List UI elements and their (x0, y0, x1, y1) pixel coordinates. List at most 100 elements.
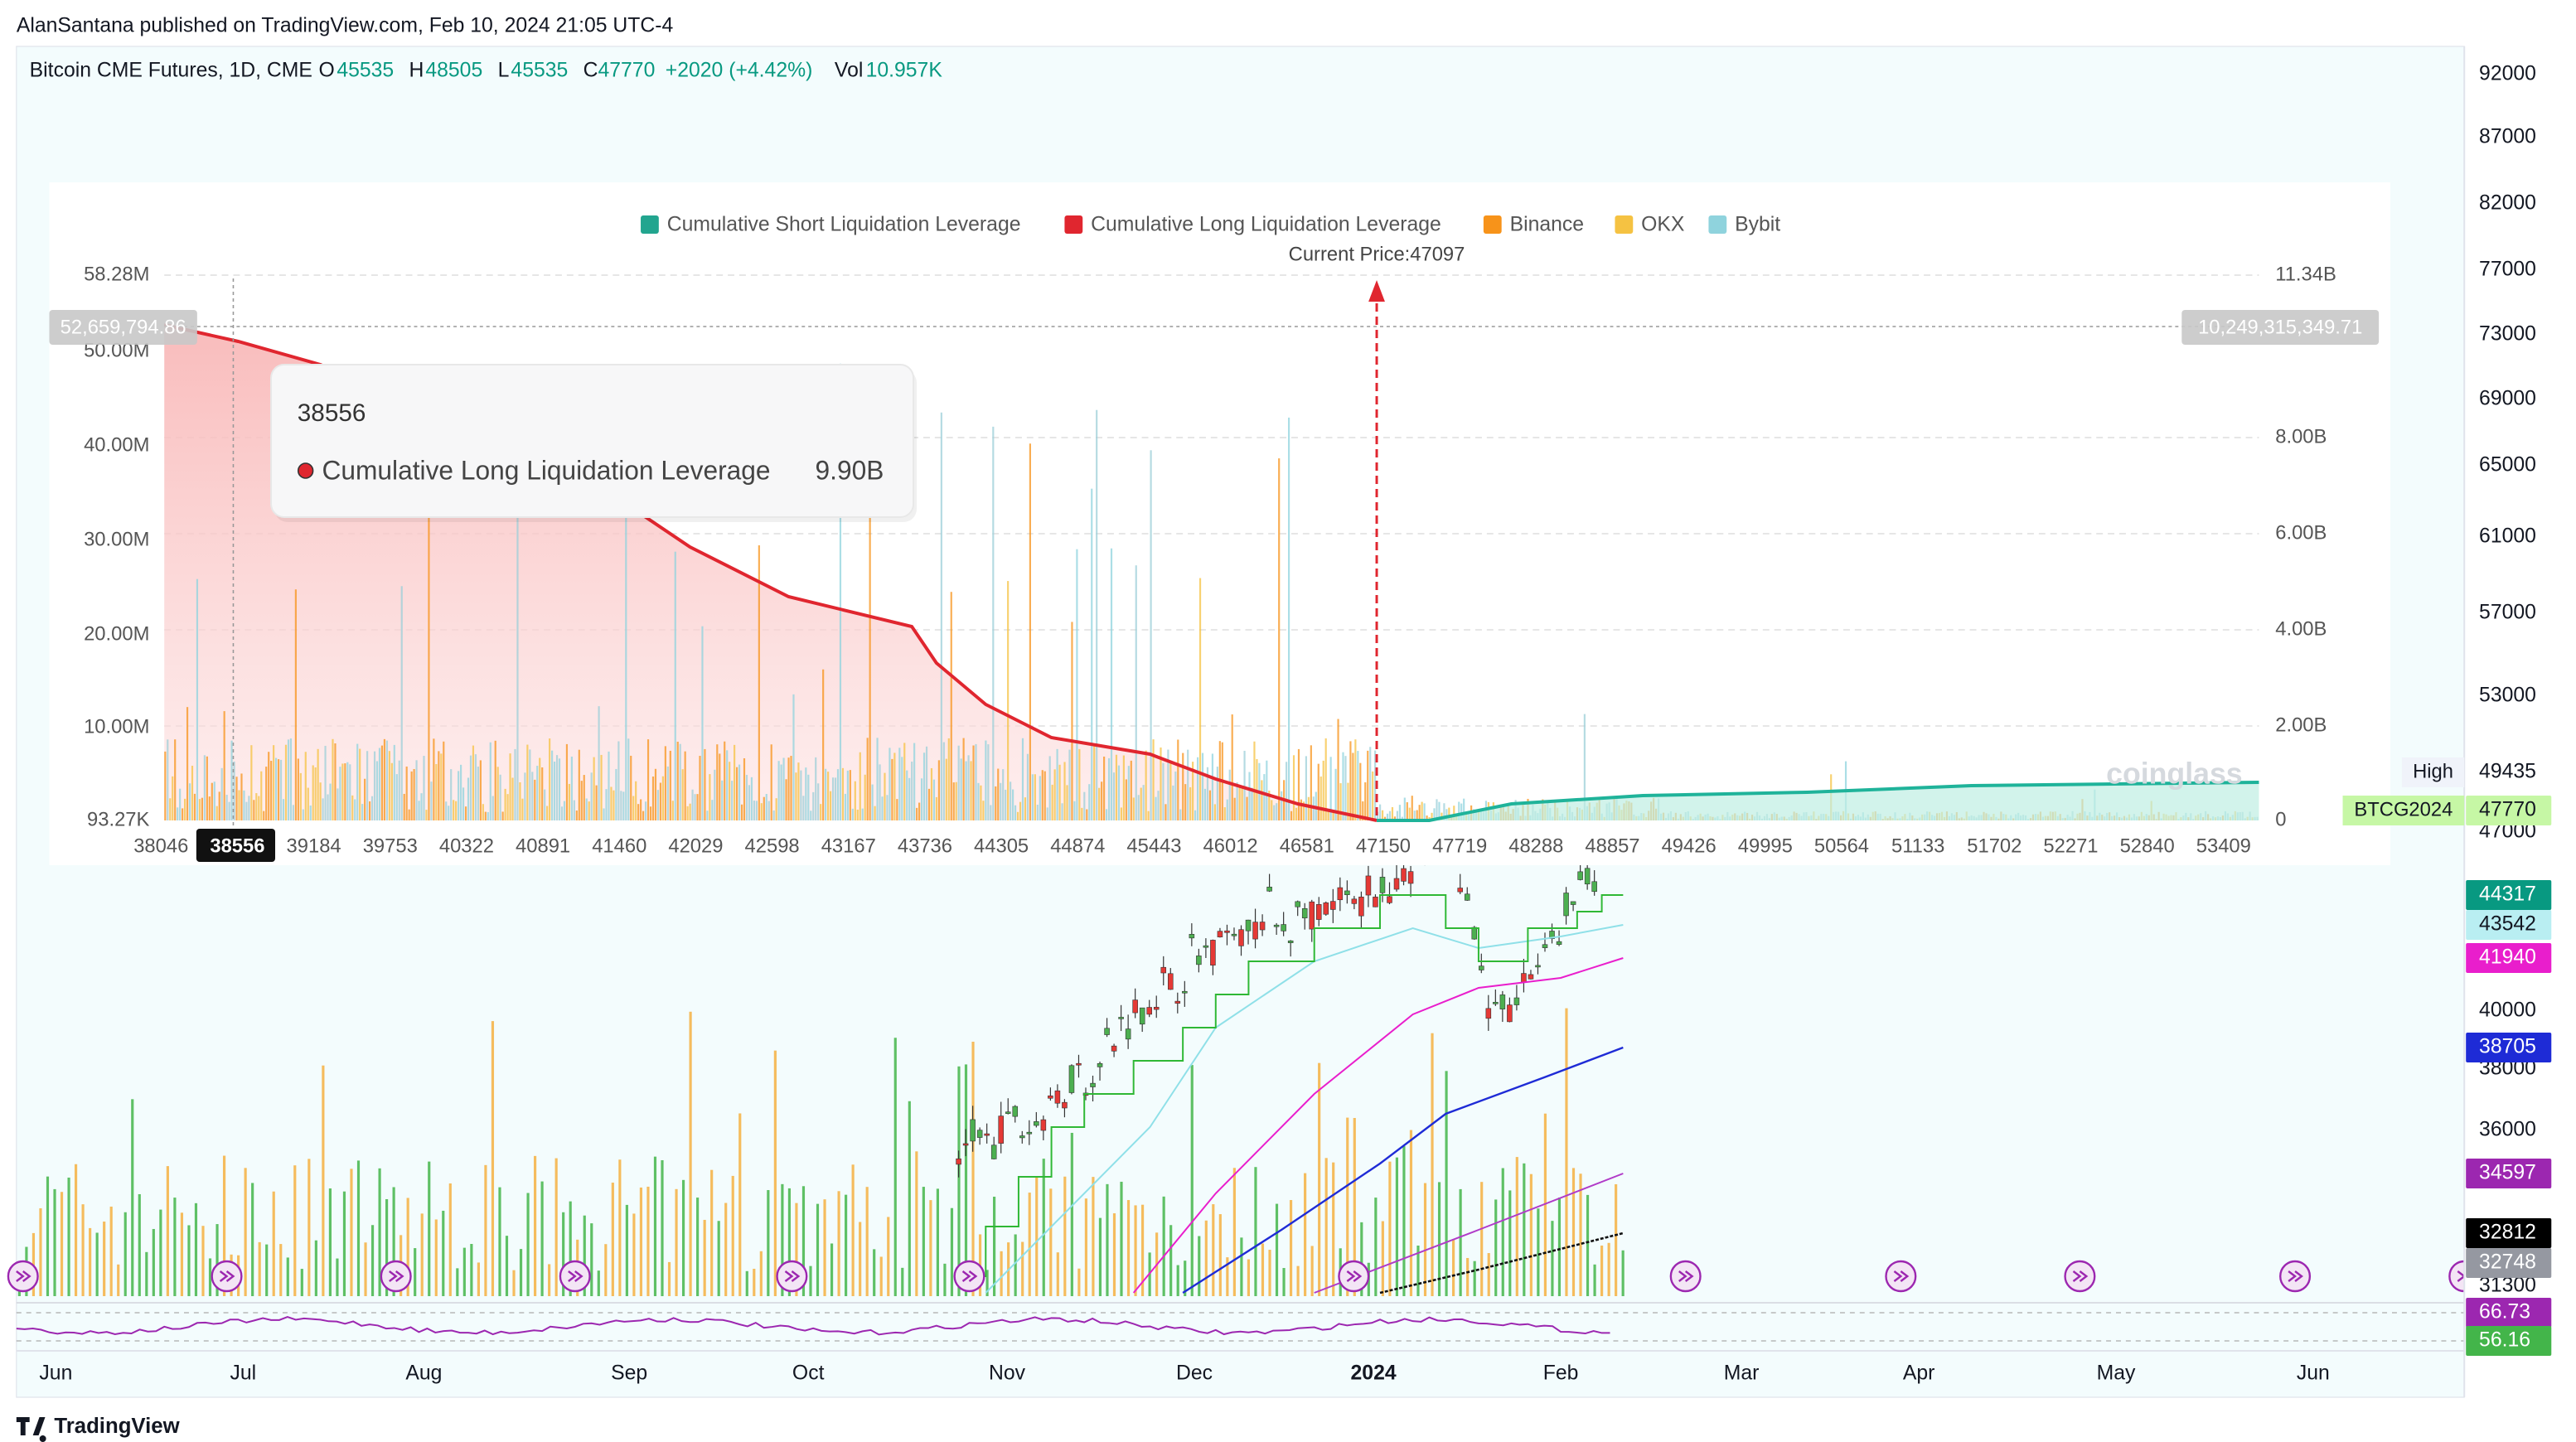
exchange-bar (1135, 565, 1137, 820)
volume-bar (1586, 1194, 1590, 1296)
volume-bar (689, 1011, 692, 1296)
exchange-bar (822, 669, 825, 820)
exchange-bar (373, 751, 376, 820)
candle-body (1168, 973, 1174, 990)
ma-purple (1314, 1173, 1624, 1294)
ohlc-volume-label: Vol (835, 59, 863, 82)
candle-body (990, 1144, 997, 1159)
exchange-bar (1413, 811, 1416, 820)
exchange-bar (911, 761, 913, 820)
x-axis-label: 47150 (1356, 835, 1411, 857)
event-arrow (389, 1270, 404, 1282)
exchange-bar (940, 412, 942, 820)
volume-bar (201, 1226, 205, 1296)
volume-bar (300, 1269, 303, 1296)
volume-bar (1240, 1237, 1243, 1296)
volume-bar (816, 1203, 820, 1296)
exchange-bar (511, 777, 514, 820)
exchange-bar (864, 774, 866, 820)
exchange-bar (689, 803, 691, 820)
volume-bar (385, 1198, 389, 1296)
exchange-bar (1021, 738, 1024, 820)
exchange-bar (772, 810, 775, 820)
exchange-bar (671, 801, 674, 820)
candle-body (1556, 941, 1562, 945)
exchange-bar (1110, 548, 1113, 820)
exchange-bar (901, 757, 903, 820)
exchange-bar (1438, 801, 1441, 820)
exchange-bar (560, 806, 564, 820)
exchange-bar (1165, 804, 1167, 820)
exchange-bar (918, 802, 921, 820)
volume-bar (1070, 1132, 1073, 1296)
exchange-bar (312, 765, 314, 820)
exchange-bar (649, 806, 652, 820)
volume-bar (1318, 1062, 1321, 1296)
candle-body (1591, 881, 1597, 893)
exchange-bar (1453, 806, 1455, 820)
candle-body (1062, 1101, 1068, 1109)
exchange-bar (719, 753, 721, 820)
exchange-bar (1201, 752, 1204, 820)
liquidation-overlay: coinglass Current Price:47097 Cumulative S… (49, 182, 2391, 865)
x-axis-label: 44305 (974, 835, 1029, 857)
volume-bar (873, 1249, 876, 1296)
legend-swatch (641, 215, 659, 234)
volume-bar (1473, 1261, 1476, 1296)
exchange-bar (600, 754, 603, 820)
volume-bar (1162, 1196, 1165, 1296)
exchange-bar (957, 745, 960, 820)
candle-body (1471, 927, 1478, 940)
candle-body (1012, 1106, 1019, 1117)
price-tag (2466, 1218, 2552, 1248)
exchange-bar (903, 743, 906, 820)
exchange-bar (866, 738, 869, 820)
volume-bar (639, 1187, 643, 1296)
exchange-bar (1076, 549, 1078, 820)
exchange-bar (777, 761, 780, 820)
exchange-bar (805, 767, 807, 820)
exchange-bar (952, 782, 955, 820)
exchange-bar (1248, 772, 1251, 820)
current-price: Current Price:47097 (1289, 243, 1465, 265)
volume-bar (286, 1257, 289, 1296)
volume-bar (1204, 1220, 1208, 1296)
volume-bar (753, 1268, 756, 1296)
exchange-bar (1083, 791, 1086, 820)
volume-bar (322, 1065, 325, 1296)
exchange-bar (1177, 739, 1179, 820)
candle-body (1563, 893, 1569, 917)
time-label: Mar (1724, 1362, 1760, 1385)
exchange-bar (1150, 450, 1152, 820)
candle-body (1224, 930, 1230, 933)
exchange-bar (378, 748, 381, 820)
volume-bar (823, 1199, 826, 1296)
volume-bar (1480, 1182, 1484, 1296)
price-label: 77000 (2479, 258, 2536, 281)
exchange-bar (413, 768, 415, 820)
time-label: May (2097, 1362, 2136, 1385)
candle-body (1301, 908, 1308, 919)
exchange-bar (324, 745, 327, 820)
tag-name-box (2342, 796, 2465, 825)
exchange-bar (1216, 767, 1218, 820)
exchange-bar (1357, 751, 1359, 820)
exchange-bar (1273, 805, 1276, 820)
exchange-bar (289, 738, 293, 820)
exchange-bar (622, 791, 625, 820)
time-label: Jul (230, 1362, 257, 1385)
exchange-bar (440, 753, 443, 820)
exchange-bar (797, 762, 800, 820)
volume-bar (1176, 1265, 1179, 1296)
exchange-bar (1034, 774, 1036, 820)
x-axis-label: 53409 (2196, 835, 2251, 857)
exchange-bar (273, 745, 275, 820)
exchange-bar (1362, 801, 1364, 820)
exchange-bar (585, 798, 588, 820)
exchange-bar (380, 745, 384, 820)
exchange-bar (831, 777, 835, 820)
exchange-bar (889, 748, 891, 820)
left-axis-label: 20.00M (84, 622, 149, 645)
price-pane (7, 796, 2481, 1352)
x-axis-label: 46581 (1280, 835, 1334, 857)
